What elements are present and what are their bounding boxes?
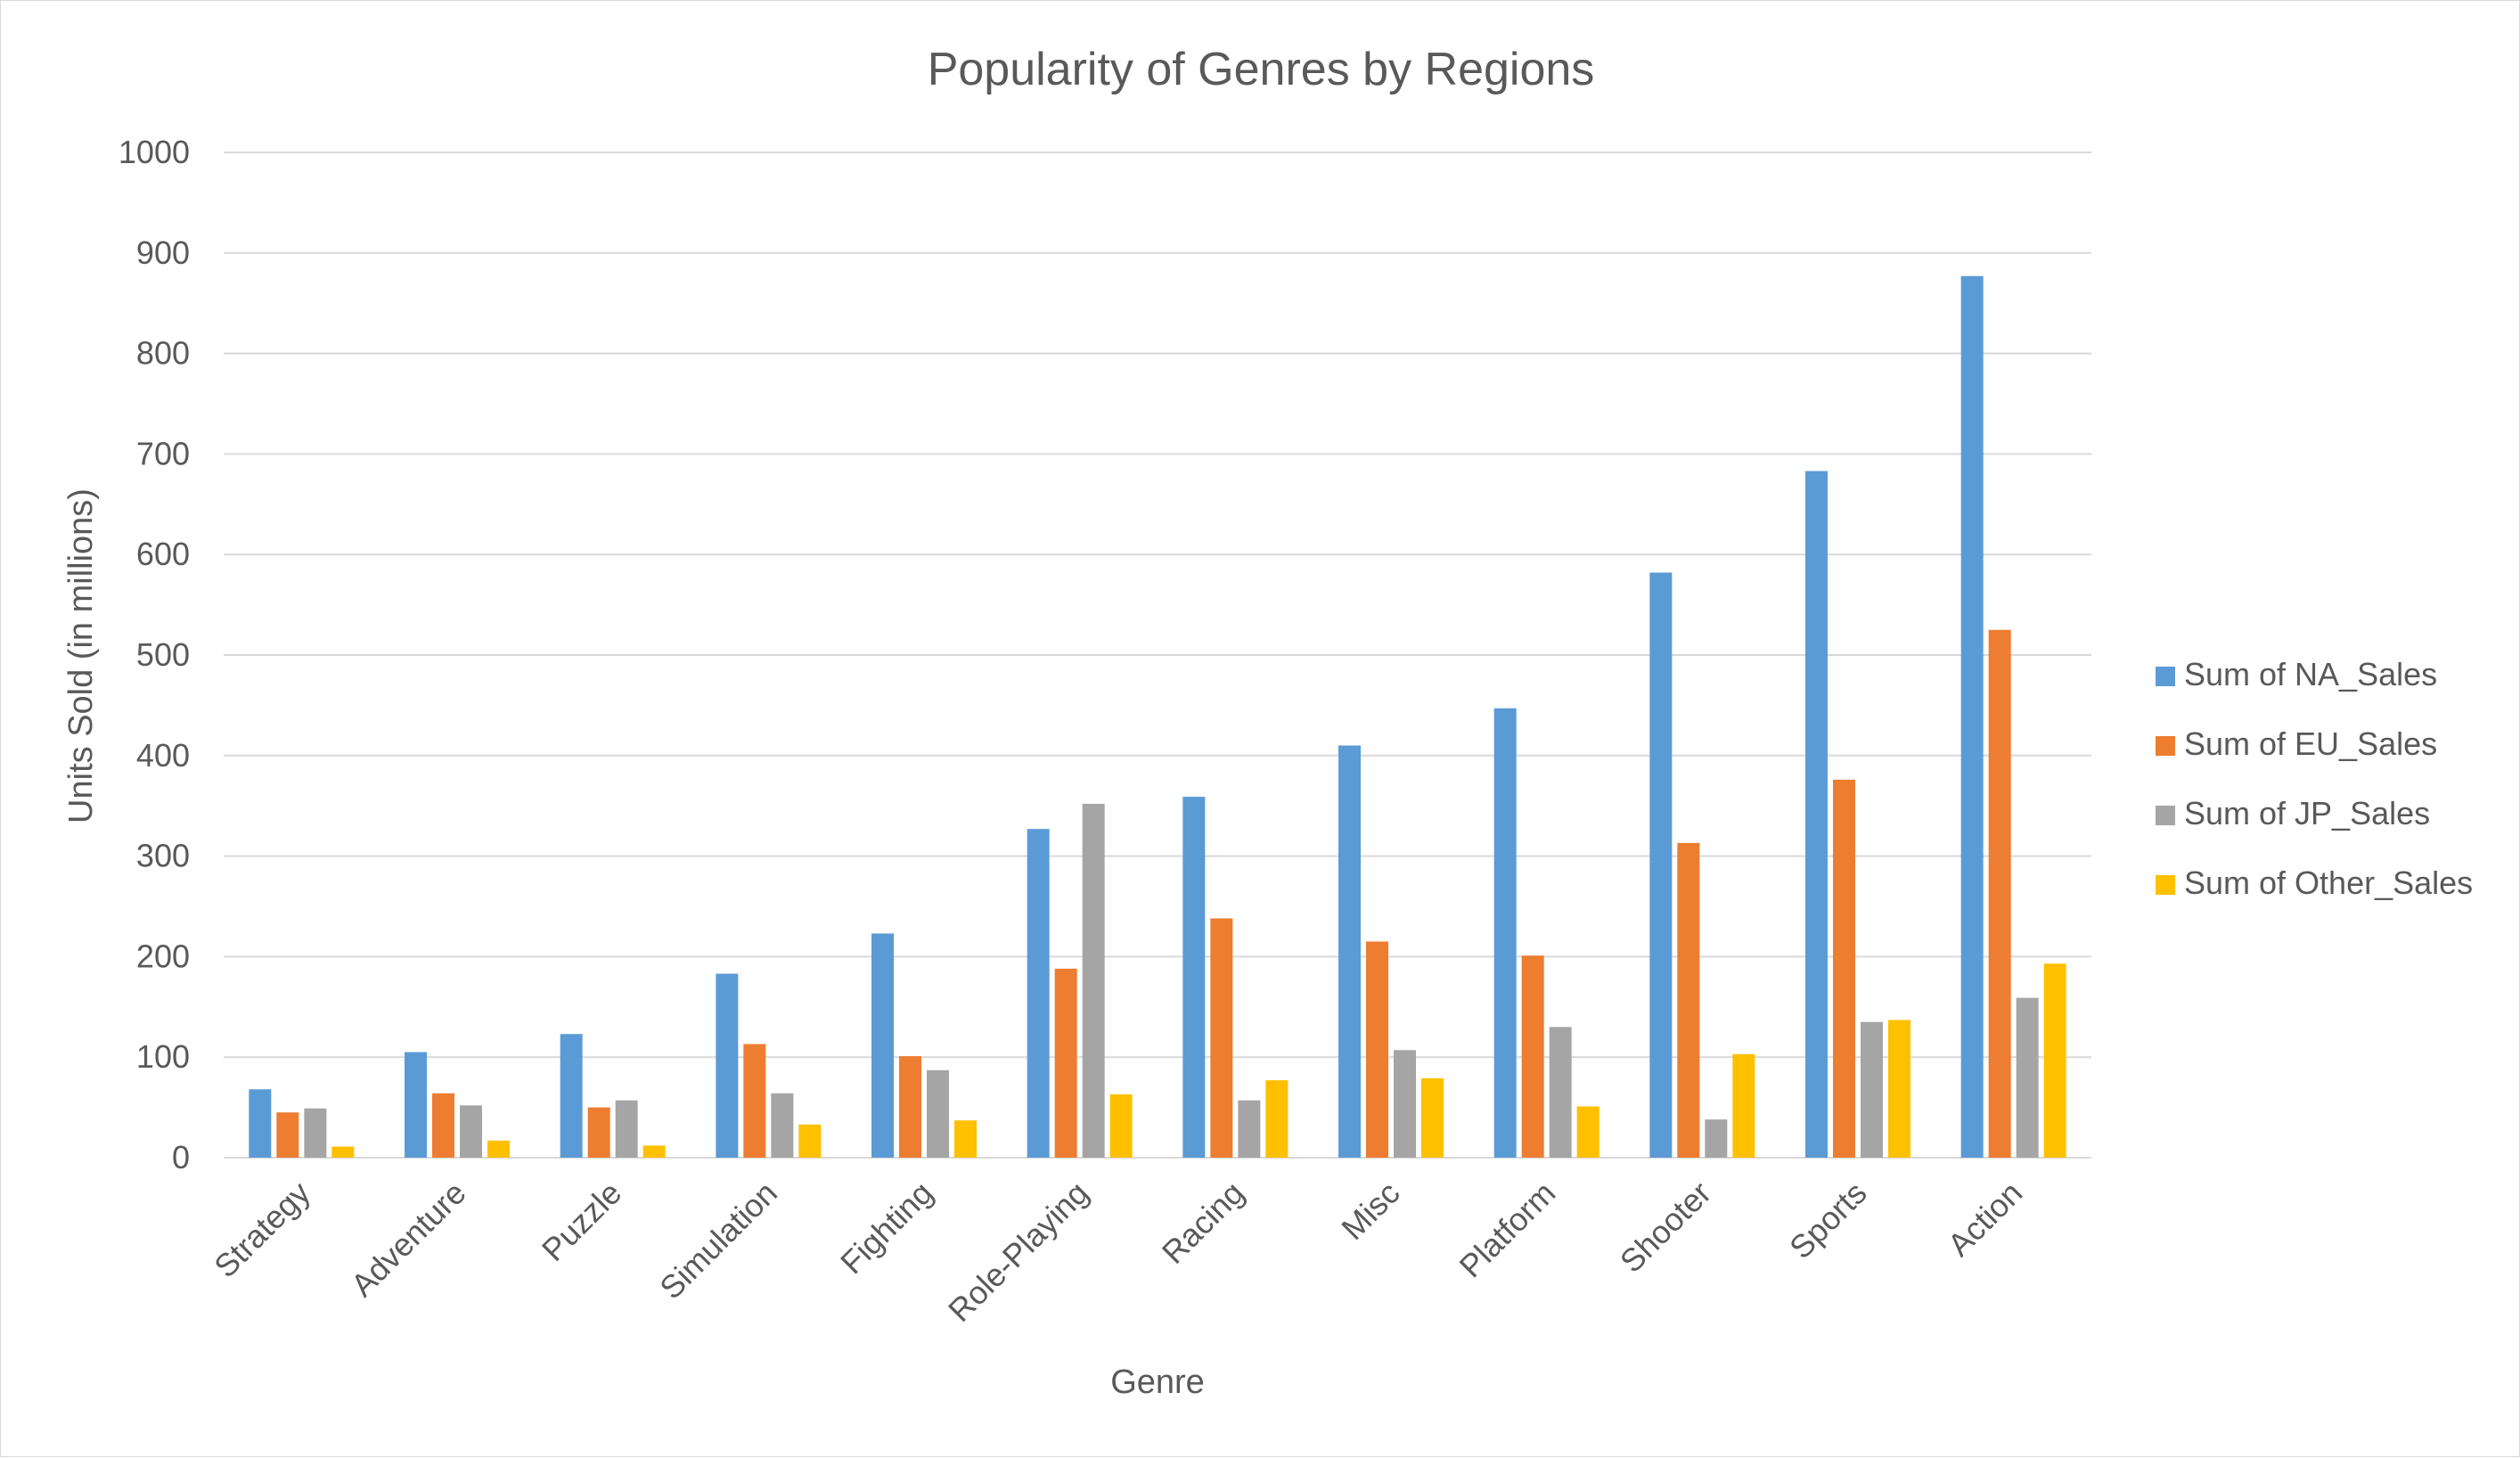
bar-simulation-series-4 xyxy=(798,1124,822,1158)
bar-action-series-2 xyxy=(1988,629,2011,1158)
bar-sports-series-4 xyxy=(1888,1020,1910,1158)
y-tick-label: 900 xyxy=(136,234,190,271)
bar-misc-series-1 xyxy=(1338,745,1361,1158)
x-tick-label: Puzzle xyxy=(535,1175,628,1268)
bar-platform-series-4 xyxy=(1576,1106,1600,1158)
legend-swatch xyxy=(2156,875,2175,895)
x-tick-label: Action xyxy=(1941,1175,2030,1264)
bar-fighting-series-4 xyxy=(954,1120,977,1158)
bar-racing-series-1 xyxy=(1182,797,1206,1158)
bar-adventure-series-2 xyxy=(432,1093,454,1158)
legend-label: Sum of JP_Sales xyxy=(2184,795,2430,831)
y-axis-title: Units Sold (in millions) xyxy=(62,488,100,823)
y-tick-label: 200 xyxy=(136,938,190,974)
bar-sports-series-3 xyxy=(1861,1021,1883,1158)
bar-racing-series-3 xyxy=(1238,1100,1261,1158)
bar-platform-series-1 xyxy=(1493,708,1517,1158)
bar-puzzle-series-4 xyxy=(642,1145,666,1158)
bar-action-series-1 xyxy=(1960,275,1984,1158)
bar-racing-series-4 xyxy=(1265,1080,1289,1158)
bar-adventure-series-3 xyxy=(460,1105,482,1158)
y-axis-ticks: 0 100 200 300 400 500 600 700 800 900 1000 xyxy=(119,134,190,1175)
y-tick-label: 600 xyxy=(136,536,190,572)
bar-strategy-series-3 xyxy=(304,1108,327,1158)
bar-puzzle-series-2 xyxy=(587,1107,610,1158)
legend-swatch xyxy=(2156,667,2175,686)
bar-role-playing-series-2 xyxy=(1054,968,1077,1158)
bar-strategy-series-1 xyxy=(249,1089,272,1158)
y-tick-label: 400 xyxy=(136,737,190,774)
y-tick-label: 100 xyxy=(136,1038,190,1075)
bar-puzzle-series-3 xyxy=(615,1100,638,1158)
x-tick-label: Role-Playing xyxy=(941,1175,1095,1329)
bar-role-playing-series-3 xyxy=(1082,803,1105,1158)
bar-action-series-3 xyxy=(2016,997,2039,1158)
gridlines xyxy=(224,152,2091,1159)
x-tick-label: Fighting xyxy=(833,1175,940,1282)
x-tick-label: Strategy xyxy=(207,1175,317,1285)
legend: Sum of NA_Sales Sum of EU_Sales Sum of JP_… xyxy=(2156,656,2473,901)
x-axis-title: Genre xyxy=(1110,1364,1205,1401)
x-tick-label: Racing xyxy=(1155,1175,1251,1271)
bar-puzzle-series-1 xyxy=(560,1034,583,1158)
x-tick-label: Adventure xyxy=(344,1175,473,1304)
legend-label: Sum of NA_Sales xyxy=(2184,656,2437,692)
bar-sports-series-1 xyxy=(1805,471,1828,1158)
x-tick-label: Misc xyxy=(1334,1175,1406,1247)
bar-simulation-series-1 xyxy=(716,973,739,1158)
y-tick-label: 800 xyxy=(136,335,190,372)
y-tick-label: 500 xyxy=(136,636,190,673)
legend-label: Sum of EU_Sales xyxy=(2184,725,2437,762)
bar-misc-series-3 xyxy=(1394,1050,1416,1158)
x-axis-ticks: Strategy Adventure Puzzle Simulation Fightin… xyxy=(207,1175,2029,1329)
bar-racing-series-2 xyxy=(1210,918,1233,1158)
legend-swatch xyxy=(2156,806,2175,825)
bar-strategy-series-4 xyxy=(331,1146,355,1158)
bar-fighting-series-2 xyxy=(899,1056,921,1158)
bar-simulation-series-3 xyxy=(771,1093,794,1158)
bar-action-series-4 xyxy=(2043,963,2066,1158)
bar-platform-series-3 xyxy=(1549,1027,1572,1158)
bar-platform-series-2 xyxy=(1521,955,1544,1158)
bar-shooter-series-2 xyxy=(1677,842,1700,1158)
y-tick-label: 1000 xyxy=(119,134,190,170)
chart-title: Popularity of Genres by Regions xyxy=(928,44,1595,95)
bar-misc-series-2 xyxy=(1366,941,1388,1158)
x-tick-label: Platform xyxy=(1452,1175,1563,1285)
bar-shooter-series-3 xyxy=(1705,1119,1728,1158)
y-tick-label: 700 xyxy=(136,435,190,471)
legend-swatch xyxy=(2156,736,2175,756)
bar-role-playing-series-1 xyxy=(1027,829,1050,1158)
x-tick-label: Shooter xyxy=(1613,1175,1718,1280)
y-tick-label: 0 xyxy=(172,1139,190,1175)
bar-simulation-series-2 xyxy=(743,1044,766,1158)
bar-fighting-series-1 xyxy=(871,933,894,1158)
y-tick-label: 300 xyxy=(136,838,190,874)
x-tick-label: Sports xyxy=(1782,1175,1874,1266)
x-tick-label: Simulation xyxy=(652,1175,784,1306)
bars xyxy=(249,275,2066,1158)
legend-label: Sum of Other_Sales xyxy=(2184,864,2473,901)
bar-shooter-series-4 xyxy=(1732,1053,1755,1158)
bar-strategy-series-2 xyxy=(276,1112,299,1158)
bar-misc-series-4 xyxy=(1421,1077,1444,1158)
bar-sports-series-2 xyxy=(1833,779,1855,1158)
bar-shooter-series-1 xyxy=(1649,572,1673,1158)
bar-adventure-series-4 xyxy=(487,1140,510,1158)
bar-fighting-series-3 xyxy=(927,1069,949,1158)
bar-role-playing-series-4 xyxy=(1109,1094,1133,1158)
bar-adventure-series-1 xyxy=(405,1052,427,1158)
